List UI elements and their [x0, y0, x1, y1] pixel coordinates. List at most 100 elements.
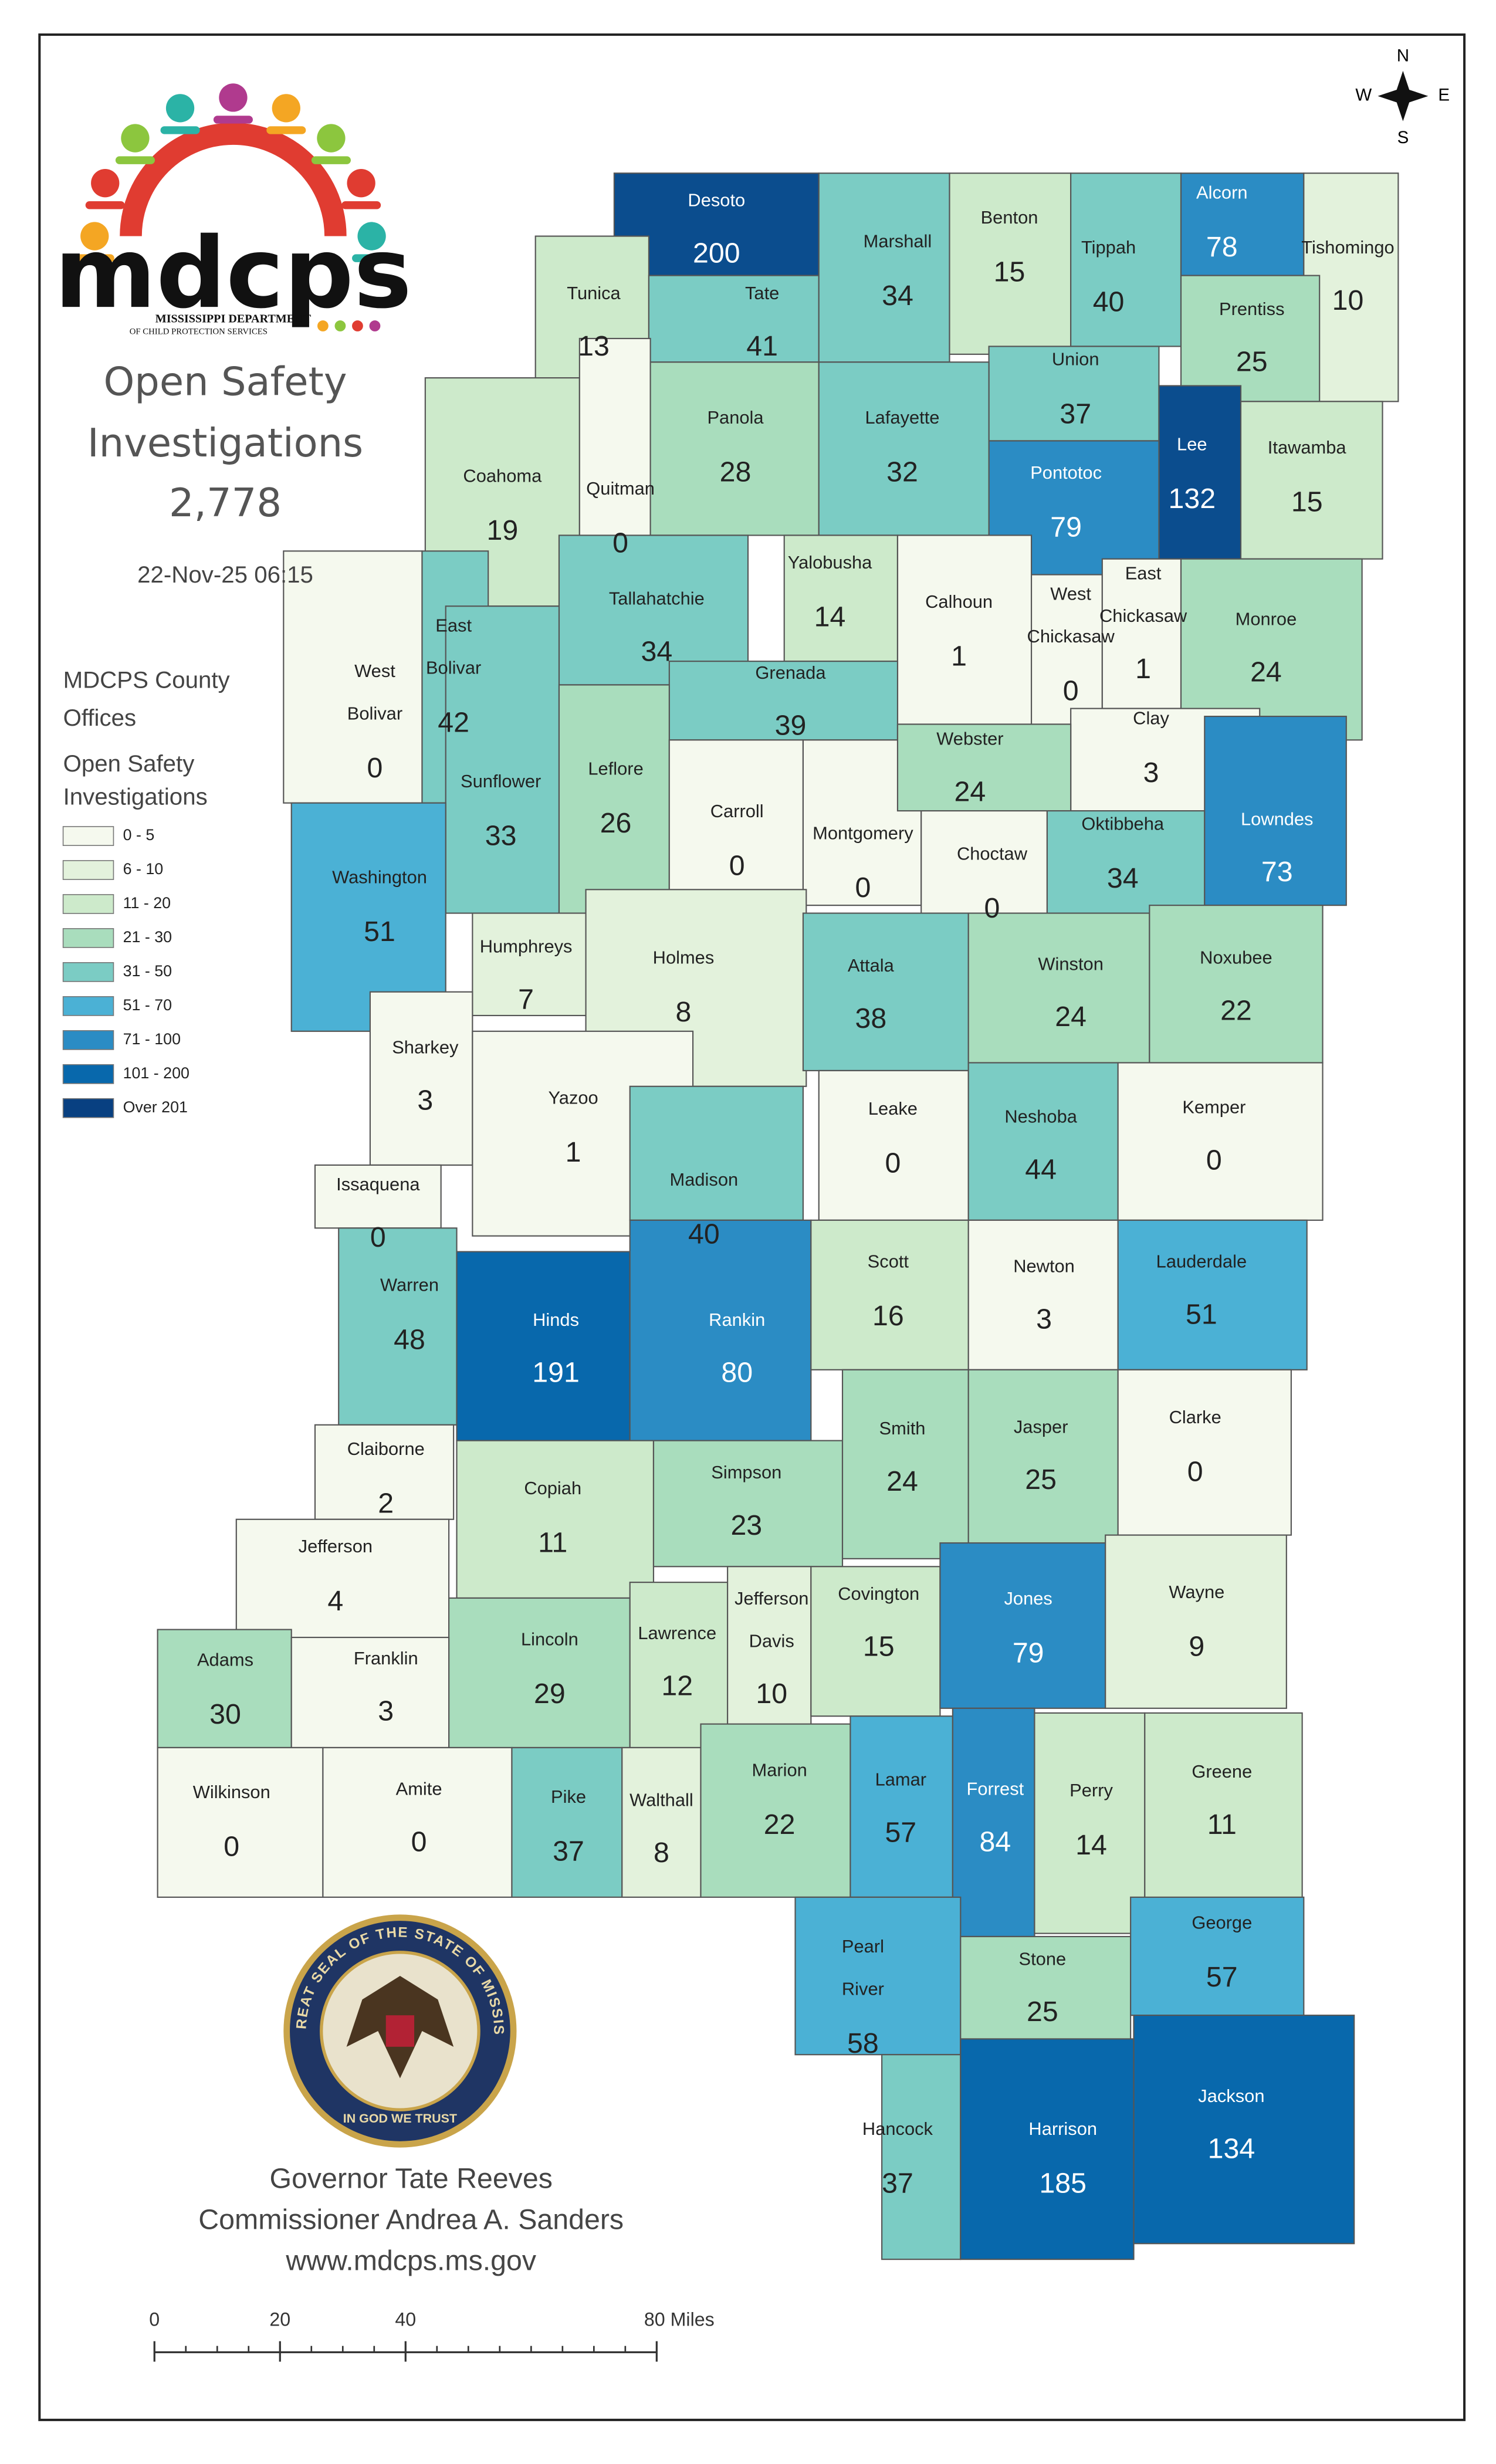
legend-label: 71 - 100 — [123, 1030, 181, 1048]
county — [939, 1542, 1106, 1709]
county — [629, 1085, 804, 1221]
county-name: Adams — [197, 1649, 253, 1670]
logo: mdcps MISSISSIPPI DEPARTMENT OF CHILD PR… — [55, 83, 412, 337]
county-value: 14 — [1075, 1829, 1107, 1861]
county-name: Jones — [1004, 1588, 1052, 1609]
county-value: 8 — [654, 1837, 669, 1869]
scale-bar: 0 20 40 80 Miles — [149, 2309, 715, 2362]
county-name: Perry — [1069, 1780, 1113, 1800]
county — [783, 534, 899, 662]
county-value: 84 — [979, 1826, 1011, 1857]
county-name: Bolivar — [347, 703, 402, 724]
county-name: Jasper — [1014, 1416, 1068, 1437]
county-value: 0 — [224, 1830, 239, 1862]
county-value: 37 — [882, 2168, 913, 2199]
county-name: East — [435, 615, 472, 635]
county — [445, 605, 560, 914]
county-name: Madison — [670, 1169, 739, 1190]
county-name: Union — [1052, 349, 1099, 370]
county-value: 0 — [612, 527, 628, 559]
county-name: Newton — [1013, 1256, 1075, 1277]
county-name: Hinds — [533, 1309, 579, 1330]
county-name: Marshall — [864, 231, 932, 251]
logo-figure-head — [347, 169, 375, 198]
county — [810, 1219, 969, 1370]
county-name: Washington — [332, 867, 427, 888]
county-name: Noxubee — [1200, 947, 1272, 968]
county-value: 185 — [1039, 2168, 1087, 2199]
county-value: 37 — [1060, 398, 1091, 429]
legend-swatch — [62, 962, 114, 982]
compass-s: S — [1397, 128, 1409, 147]
county — [448, 1597, 631, 1748]
county-name: Davis — [749, 1630, 794, 1651]
county — [967, 912, 1150, 1064]
county — [1101, 558, 1182, 709]
county — [290, 1636, 450, 1748]
county-value: 22 — [1220, 994, 1252, 1026]
legend-title: MDCPS County — [63, 667, 231, 693]
seal-shield — [385, 2015, 415, 2047]
county-value: 4 — [327, 1585, 343, 1617]
logo-figure-head — [357, 222, 386, 251]
county-name: Sharkey — [392, 1037, 459, 1058]
county — [1030, 574, 1103, 725]
county-name: Harrison — [1028, 2118, 1097, 2139]
county — [621, 1747, 702, 1898]
county — [1240, 401, 1383, 560]
county-value: 25 — [1236, 346, 1268, 378]
county-name: Issaquena — [336, 1174, 420, 1194]
county — [648, 275, 820, 363]
county-value: 51 — [364, 916, 395, 947]
county-layer: Desoto200Tunica13Tate41Marshall34Benton1… — [157, 172, 1399, 2260]
county-name: Scott — [868, 1251, 909, 1271]
county-name: Pontotoc — [1030, 462, 1102, 483]
legend-subtitle: Investigations — [63, 783, 208, 810]
county — [629, 1582, 729, 1748]
county-value: 134 — [1208, 2133, 1255, 2165]
logo-dot — [334, 320, 346, 331]
county-name: Tallahatchie — [609, 588, 705, 609]
logo-figure-head — [272, 94, 300, 123]
county — [511, 1747, 623, 1898]
county-name: Coahoma — [463, 465, 542, 486]
county-value: 29 — [534, 1678, 566, 1710]
county-value: 34 — [641, 636, 672, 668]
county-value: 37 — [553, 1835, 584, 1867]
county — [1117, 1062, 1324, 1221]
county-name: Clay — [1133, 708, 1169, 729]
county-name: Tishomingo — [1301, 237, 1394, 258]
county-name: Bolivar — [426, 658, 481, 678]
county — [1158, 385, 1242, 576]
legend-label: 11 - 20 — [123, 894, 171, 912]
county-name: East — [1125, 563, 1162, 584]
county-value: 0 — [367, 752, 383, 784]
county-value: 10 — [756, 1678, 787, 1710]
county — [1117, 1369, 1292, 1536]
county-value: 25 — [1025, 1464, 1057, 1495]
county-name: Greene — [1192, 1761, 1252, 1782]
legend-subtitle: Open Safety — [63, 750, 195, 777]
county — [157, 1747, 324, 1898]
county-name: Attala — [848, 955, 895, 976]
county — [960, 2038, 1135, 2260]
compass-n: N — [1397, 46, 1409, 65]
county — [849, 1715, 953, 1898]
title-total: 2,778 — [169, 480, 282, 526]
county-name: Chickasaw — [1027, 626, 1115, 647]
county-value: 23 — [730, 1509, 762, 1541]
county — [1144, 1712, 1303, 1903]
county-name: George — [1192, 1913, 1252, 1933]
legend-label: Over 201 — [123, 1098, 188, 1116]
county-value: 9 — [1189, 1631, 1204, 1663]
scale-label: 20 — [269, 2309, 290, 2330]
county — [1070, 172, 1182, 347]
county-value: 79 — [1013, 1637, 1044, 1668]
county — [727, 1566, 812, 1733]
county-value: 3 — [1036, 1303, 1052, 1335]
compass: N S W E — [1355, 46, 1450, 147]
logo-figure-head — [165, 94, 195, 123]
county-value: 1 — [566, 1136, 581, 1168]
county-value: 25 — [1027, 1996, 1058, 2028]
